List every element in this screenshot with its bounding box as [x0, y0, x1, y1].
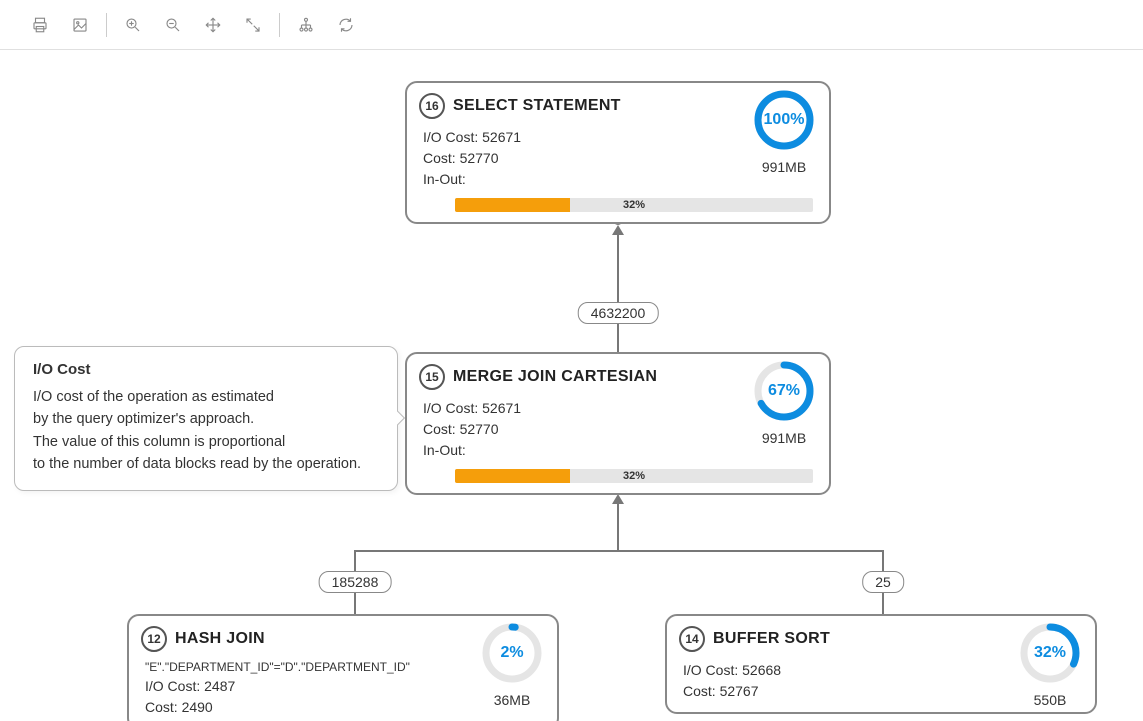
ring-percent: 2% — [481, 622, 543, 684]
tree-layout-button[interactable] — [286, 5, 326, 45]
tree-layout-icon — [297, 16, 315, 34]
fit-icon — [244, 16, 262, 34]
zoom-in-icon — [124, 16, 142, 34]
zoom-out-button[interactable] — [153, 5, 193, 45]
node-title: MERGE JOIN CARTESIAN — [453, 368, 657, 386]
tooltip-body: I/O cost of the operation as estimated b… — [33, 386, 379, 476]
tooltip-title: I/O Cost — [33, 361, 379, 378]
fit-button[interactable] — [233, 5, 273, 45]
progress-bar: 32% — [455, 198, 813, 212]
progress-bar: 32% — [455, 469, 813, 483]
refresh-button[interactable] — [326, 5, 366, 45]
plan-node-merge-join-cartesian[interactable]: 15 MERGE JOIN CARTESIAN I/O Cost: 52671 … — [405, 352, 831, 495]
plan-node-buffer-sort[interactable]: 14 BUFFER SORT I/O Cost: 52668 Cost: 527… — [665, 614, 1097, 714]
node-size: 991MB — [753, 159, 815, 175]
node-id-badge: 16 — [419, 93, 445, 119]
edge — [354, 550, 884, 552]
export-image-icon — [71, 16, 89, 34]
plan-canvas[interactable]: 4632200 185288 25 I/O Cost I/O cost of t… — [0, 50, 1143, 721]
edge-label: 25 — [862, 571, 904, 593]
node-id-badge: 15 — [419, 364, 445, 390]
cost-ring: 100% — [753, 89, 815, 151]
pan-button[interactable] — [193, 5, 233, 45]
cost-ring: 67% — [753, 360, 815, 422]
edge — [617, 504, 619, 551]
tooltip-notch — [391, 411, 405, 425]
ring-percent: 32% — [1019, 622, 1081, 684]
print-button[interactable] — [20, 5, 60, 45]
pan-icon — [204, 16, 222, 34]
node-id-badge: 14 — [679, 626, 705, 652]
toolbar-separator — [279, 13, 280, 37]
progress-label: 32% — [455, 469, 813, 483]
cost-ring: 32% — [1019, 622, 1081, 684]
plan-node-select-statement[interactable]: 16 SELECT STATEMENT I/O Cost: 52671 Cost… — [405, 81, 831, 224]
zoom-in-button[interactable] — [113, 5, 153, 45]
ring-percent: 67% — [753, 360, 815, 422]
toolbar — [0, 0, 1143, 50]
edge-label: 185288 — [319, 571, 392, 593]
edge — [617, 234, 619, 352]
toolbar-separator — [106, 13, 107, 37]
arrow-up-icon — [612, 494, 624, 504]
node-size: 36MB — [481, 692, 543, 708]
print-icon — [31, 16, 49, 34]
edge-label: 4632200 — [578, 302, 659, 324]
zoom-out-icon — [164, 16, 182, 34]
refresh-icon — [337, 16, 355, 34]
ring-percent: 100% — [753, 89, 815, 151]
node-id-badge: 12 — [141, 626, 167, 652]
node-size: 550B — [1019, 692, 1081, 708]
node-title: BUFFER SORT — [713, 630, 830, 648]
tooltip: I/O Cost I/O cost of the operation as es… — [14, 346, 398, 491]
node-size: 991MB — [753, 430, 815, 446]
node-title: SELECT STATEMENT — [453, 97, 621, 115]
node-title: HASH JOIN — [175, 630, 265, 648]
export-image-button[interactable] — [60, 5, 100, 45]
cost-ring: 2% — [481, 622, 543, 684]
progress-label: 32% — [455, 198, 813, 212]
plan-node-hash-join[interactable]: 12 HASH JOIN "E"."DEPARTMENT_ID"="D"."DE… — [127, 614, 559, 721]
